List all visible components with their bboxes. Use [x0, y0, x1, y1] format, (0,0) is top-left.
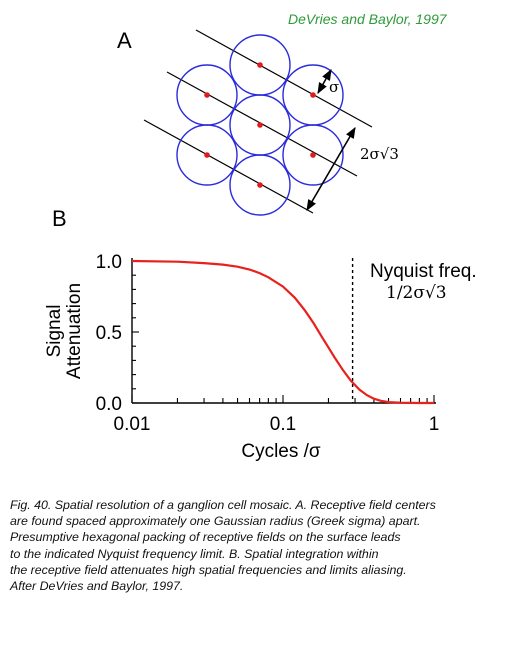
nyquist-formula: 1/2σ√3 — [386, 283, 447, 303]
caption-line: the receptive field attenuates high spat… — [10, 562, 407, 577]
field-center-dot — [257, 122, 263, 128]
field-center-dot — [204, 92, 210, 98]
y-axis-label-line2: Attenuation — [64, 283, 85, 379]
chart-tick-labels: 0.0 0.5 1.0 0.01 0.1 1 — [96, 252, 440, 435]
field-center-dot — [204, 152, 210, 158]
caption-line: Fig. 40. Spatial resolution of a ganglio… — [10, 498, 436, 512]
y-tick-label: 0.5 — [96, 323, 122, 344]
field-center-dot — [310, 152, 316, 158]
x-tick-label: 0.01 — [114, 414, 151, 435]
y-tick-label: 1.0 — [96, 252, 122, 273]
sigma-arrow — [317, 69, 332, 94]
caption-line: to the indicated Nyquist frequency limit… — [10, 546, 379, 561]
row-line-top — [195, 29, 373, 128]
field-center-dot — [310, 92, 316, 98]
receptive-field-centers — [204, 62, 316, 188]
receptive-field-lower-left — [176, 124, 238, 186]
x-axis-label: Cycles /σ — [241, 441, 321, 462]
figure-caption: Fig. 40. Spatial resolution of a ganglio… — [10, 497, 502, 594]
panel-b-label: B — [52, 206, 67, 231]
y-axis-label: Signal Attenuation — [44, 283, 85, 379]
x-tick-label: 0.1 — [270, 414, 296, 435]
y-axis-label-line1: Signal — [44, 305, 65, 358]
caption-line: are found spaced approximately one Gauss… — [10, 514, 421, 529]
credit-text: DeVries and Baylor, 1997 — [288, 11, 448, 27]
caption-line: After DeVries and Baylor, 1997. — [10, 579, 184, 594]
caption-line: Presumptive hexagonal packing of recepti… — [10, 530, 401, 545]
attenuation-curve — [131, 259, 434, 405]
field-center-dot — [257, 62, 263, 68]
spacing-label: 2σ√3 — [360, 145, 399, 163]
field-center-dot — [257, 182, 263, 188]
nyquist-label: Nyquist freq. — [370, 261, 477, 282]
chart-ticks — [131, 260, 435, 404]
row-line-bottom — [143, 119, 314, 214]
chart-axes — [131, 258, 436, 404]
panel-a-label: A — [117, 28, 132, 53]
y-tick-label: 0.0 — [96, 394, 122, 415]
sigma-label: σ — [329, 78, 339, 96]
x-tick-label: 1 — [429, 414, 440, 435]
receptive-field-bottom — [229, 154, 291, 216]
figure: A DeVries and Baylor, 1997 σ 2σ√3 B 0.00… — [44, 11, 477, 462]
attenuation-chart: 0.0 0.5 1.0 0.01 0.1 1 Cycles /σ Signal Atten… — [44, 252, 477, 462]
spacing-arrow — [306, 127, 356, 211]
